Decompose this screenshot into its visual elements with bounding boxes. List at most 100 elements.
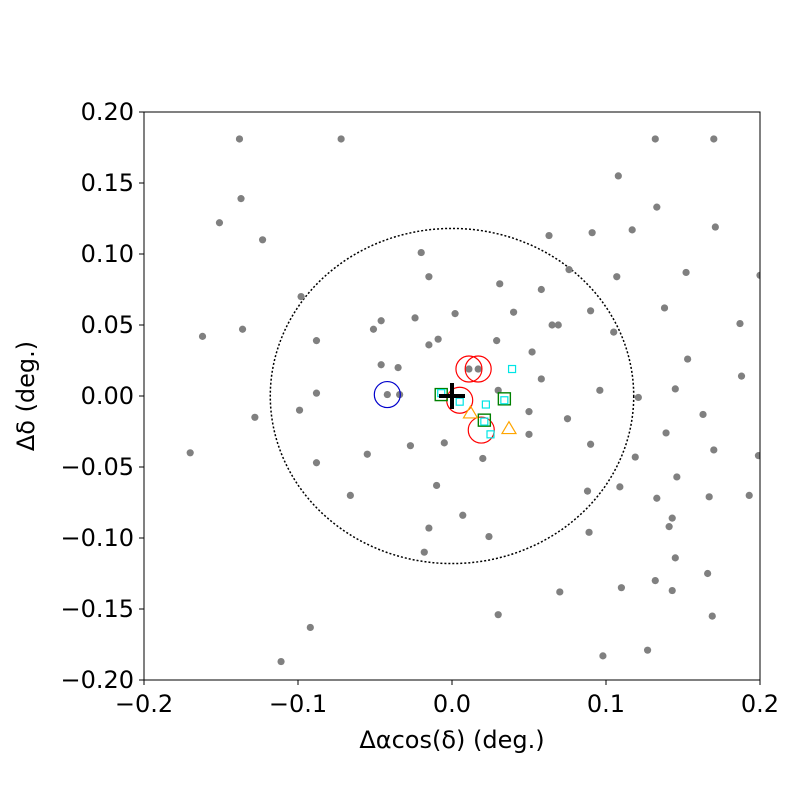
small-square-marker <box>480 417 489 426</box>
field-star-point <box>198 332 207 340</box>
field-star-point <box>684 355 692 363</box>
x-axis-label: Δαcos(δ) (deg.) <box>359 726 544 754</box>
open-triangle-marker <box>500 420 518 435</box>
field-star-point <box>563 415 572 423</box>
field-star-point <box>665 523 673 531</box>
field-star-point <box>585 528 593 536</box>
field-star-point <box>394 364 402 372</box>
field-star-point <box>493 337 501 345</box>
field-star-point <box>295 406 304 414</box>
field-star-point <box>277 657 285 666</box>
small-square-marker <box>500 396 509 405</box>
field-star-point <box>736 319 744 328</box>
field-star-point <box>705 493 713 501</box>
x-tick-label: −0.1 <box>269 690 327 718</box>
field-star-point <box>634 393 642 402</box>
field-star-point <box>537 285 545 294</box>
field-star-point <box>745 491 753 499</box>
field-star-point <box>312 459 321 467</box>
field-star-point <box>545 231 553 240</box>
field-star-point <box>440 439 448 447</box>
field-star-point <box>610 328 618 336</box>
field-star-point <box>554 321 562 329</box>
field-star-point <box>671 554 679 562</box>
field-star-point <box>556 588 564 596</box>
field-star-point <box>465 365 473 373</box>
field-star-point <box>668 514 676 522</box>
field-star-point <box>459 511 467 519</box>
radius-circle-layer <box>269 227 635 565</box>
y-tick-label: −0.05 <box>60 453 134 481</box>
small-square-marker <box>455 397 464 406</box>
field-star-point <box>297 293 305 301</box>
field-star-point <box>653 494 661 502</box>
x-tick-label: −0.2 <box>115 690 173 718</box>
open-circle-marker <box>467 416 495 444</box>
field-star-point <box>587 307 595 315</box>
field-star-point <box>474 365 482 373</box>
field-star-point <box>312 389 321 397</box>
x-axis: −0.2 −0.1 0.0 0.1 0.2 <box>115 680 779 718</box>
field-star-point <box>596 386 604 394</box>
field-star-point <box>651 577 659 585</box>
field-star-point <box>377 317 385 325</box>
field-star-point <box>235 135 244 143</box>
y-tick-label: 0.00 <box>81 382 134 410</box>
field-star-point <box>186 449 194 457</box>
field-star-point <box>258 236 267 244</box>
open-triangle-marker <box>462 404 479 419</box>
field-star-point <box>509 308 518 316</box>
y-tick-label: 0.10 <box>81 240 134 268</box>
open-circle-marker <box>464 355 492 383</box>
field-star-point <box>525 408 533 416</box>
field-star-point <box>673 473 681 481</box>
field-star-point <box>548 321 556 329</box>
field-star-point <box>496 280 504 288</box>
field-star-point <box>451 310 459 318</box>
field-star-point <box>662 429 670 437</box>
field-star-point <box>660 304 669 312</box>
y-tick-label: 0.15 <box>81 169 134 197</box>
field-star-point <box>434 335 442 343</box>
field-star-point <box>631 453 639 461</box>
field-star-point <box>711 223 719 231</box>
field-star-point <box>306 623 314 632</box>
field-star-point <box>406 442 415 450</box>
field-star-point <box>363 450 371 458</box>
field-star-point <box>425 273 433 281</box>
field-star-point <box>616 483 624 491</box>
field-star-point <box>583 487 592 495</box>
field-star-point <box>643 646 652 654</box>
x-tick-label: 0.1 <box>587 690 625 718</box>
field-star-point <box>613 273 621 281</box>
x-tick-label: 0.2 <box>741 690 779 718</box>
field-star-point <box>425 524 433 532</box>
y-tick-label: −0.15 <box>60 595 134 623</box>
field-star-point <box>237 195 245 203</box>
field-star-point <box>599 652 607 660</box>
field-star-point <box>671 385 679 393</box>
field-star-point <box>704 569 712 578</box>
y-tick-label: 0.20 <box>81 98 134 126</box>
x-tick-label: 0.0 <box>433 690 471 718</box>
small-square-marker <box>507 364 517 374</box>
center-plus-marker <box>439 383 465 409</box>
open-circle-marker <box>455 355 483 383</box>
field-star-point <box>238 325 247 333</box>
field-star-point <box>433 481 441 490</box>
field-star-point <box>411 314 419 322</box>
field-star-point <box>417 248 425 257</box>
field-star-point <box>628 226 636 234</box>
field-star-point <box>251 413 259 421</box>
center-marker-layer <box>439 383 465 409</box>
field-star-point <box>617 584 626 592</box>
open-square-marker <box>477 413 492 427</box>
field-star-point <box>537 375 545 383</box>
field-star-point <box>565 266 573 274</box>
data-points-layer <box>186 135 760 666</box>
small-square-marker <box>481 400 490 409</box>
field-star-point <box>383 390 391 399</box>
y-tick-label: 0.05 <box>81 311 134 339</box>
